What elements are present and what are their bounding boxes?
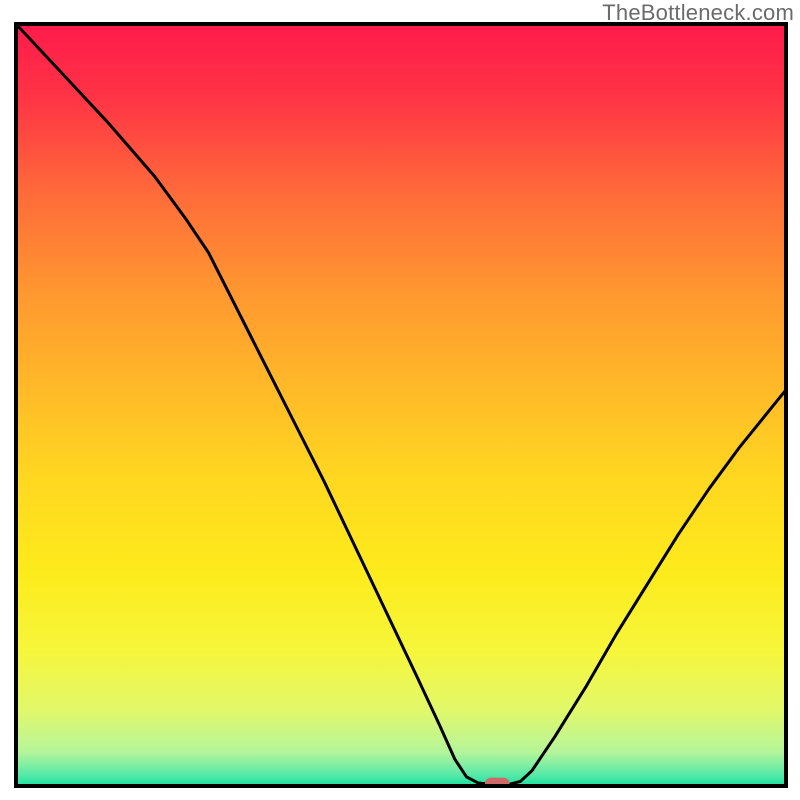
watermark-text: TheBottleneck.com (602, 0, 794, 26)
bottleneck-chart (0, 0, 800, 800)
gradient-background (16, 24, 786, 786)
